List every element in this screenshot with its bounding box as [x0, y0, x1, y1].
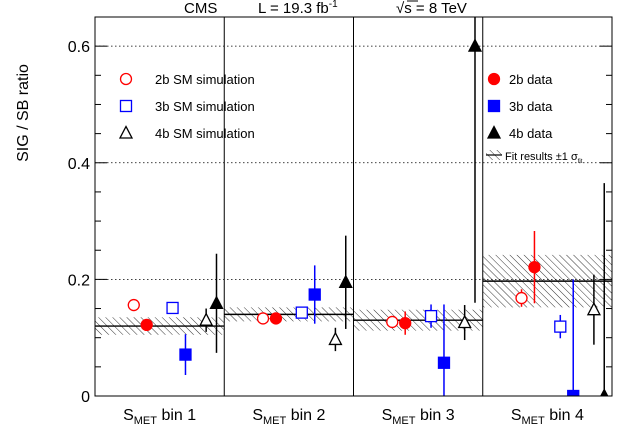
point-3b-data — [437, 356, 451, 369]
point-2b-data — [399, 316, 412, 330]
chart-header: CMS L = 19.3 fb-1 √s = 8 TeV — [184, 0, 467, 17]
category-subscript: MET — [522, 415, 546, 427]
legend-marker — [119, 72, 133, 86]
energy-sqrt-symbol: √s — [396, 0, 412, 17]
point-3b-data — [179, 348, 192, 361]
point-2b-sm-simulation — [515, 291, 528, 305]
experiment-label: CMS — [184, 0, 217, 17]
point-3b-sm-simulation — [295, 306, 308, 319]
y-tick-label: 0.6 — [68, 39, 90, 56]
category-main: S — [123, 407, 134, 424]
legend-marker — [487, 72, 501, 86]
legend-marker — [118, 125, 134, 139]
legend-label: 2b SM simulation — [155, 72, 255, 87]
point-2b-data — [528, 260, 541, 274]
category-main: S — [382, 407, 393, 424]
x-category-label: SMET bin 3 — [382, 407, 455, 427]
category-subscript: MET — [263, 415, 287, 427]
point-4b-sm-simulation — [328, 331, 343, 346]
energy-value: = 8 TeV — [412, 0, 467, 17]
point-4b-data — [209, 295, 224, 309]
legend: 2b SM simulation 3b SM simulation 4b SM si… — [118, 72, 583, 165]
x-category-label: SMET bin 1 — [123, 407, 196, 427]
x-category-label: SMET bin 4 — [511, 407, 584, 427]
legend-label: 2b data — [509, 72, 553, 87]
point-2b-data — [140, 318, 153, 332]
point-4b-data — [467, 38, 483, 52]
y-tick-label: 0.4 — [68, 156, 90, 173]
category-main: S — [252, 407, 263, 424]
category-rest: bin 3 — [416, 407, 455, 424]
point-2b-sm-simulation — [127, 298, 140, 312]
point-4b-sm-simulation — [199, 312, 214, 326]
fit-bands — [95, 254, 612, 335]
energy-label: √s = 8 TeV — [396, 0, 467, 17]
point-4b-data — [600, 388, 609, 396]
point-2b-sm-simulation — [256, 312, 270, 325]
bin-separators — [223, 17, 484, 396]
legend-fit-label: Fit results ±1 σfit — [505, 151, 583, 165]
point-2b-sm-simulation — [386, 315, 399, 329]
point-3b-data — [567, 389, 580, 396]
point-4b-sm-simulation — [586, 301, 601, 316]
point-4b-data — [338, 274, 353, 288]
plot-frame — [94, 16, 613, 397]
luminosity-unit-exponent: -1 — [329, 0, 338, 10]
legend-marker — [486, 125, 502, 139]
category-rest: bin 2 — [286, 407, 325, 424]
legend-marker — [119, 99, 133, 113]
legend-label: 4b data — [509, 126, 553, 141]
legend-fit-subscript: fit — [578, 159, 583, 165]
legend-label: 3b data — [509, 99, 553, 114]
y-axis-label: SIG / SB ratio — [15, 64, 32, 162]
category-main: S — [511, 407, 522, 424]
point-3b-sm-simulation — [554, 320, 567, 333]
point-3b-sm-simulation — [424, 309, 438, 323]
y-tick-label: 0.2 — [68, 272, 90, 289]
category-rest: bin 1 — [157, 407, 196, 424]
point-4b-sm-simulation — [457, 314, 472, 329]
luminosity-label: L = 19.3 fb-1 — [258, 0, 338, 17]
legend-fit-text: Fit results ±1 σ — [505, 151, 578, 163]
x-category-label: SMET bin 2 — [252, 407, 325, 427]
data-points — [127, 17, 609, 396]
legend-label: 4b SM simulation — [155, 126, 255, 141]
category-rest: bin 4 — [545, 407, 584, 424]
point-3b-sm-simulation — [166, 301, 179, 315]
category-subscript: MET — [392, 415, 416, 427]
category-subscript: MET — [134, 415, 158, 427]
y-tick-label: 0 — [81, 389, 90, 406]
point-2b-data — [269, 312, 283, 325]
point-3b-data — [308, 288, 321, 301]
luminosity-value: L = 19.3 fb — [258, 0, 329, 17]
legend-label: 3b SM simulation — [155, 99, 255, 114]
legend-marker — [487, 99, 501, 113]
